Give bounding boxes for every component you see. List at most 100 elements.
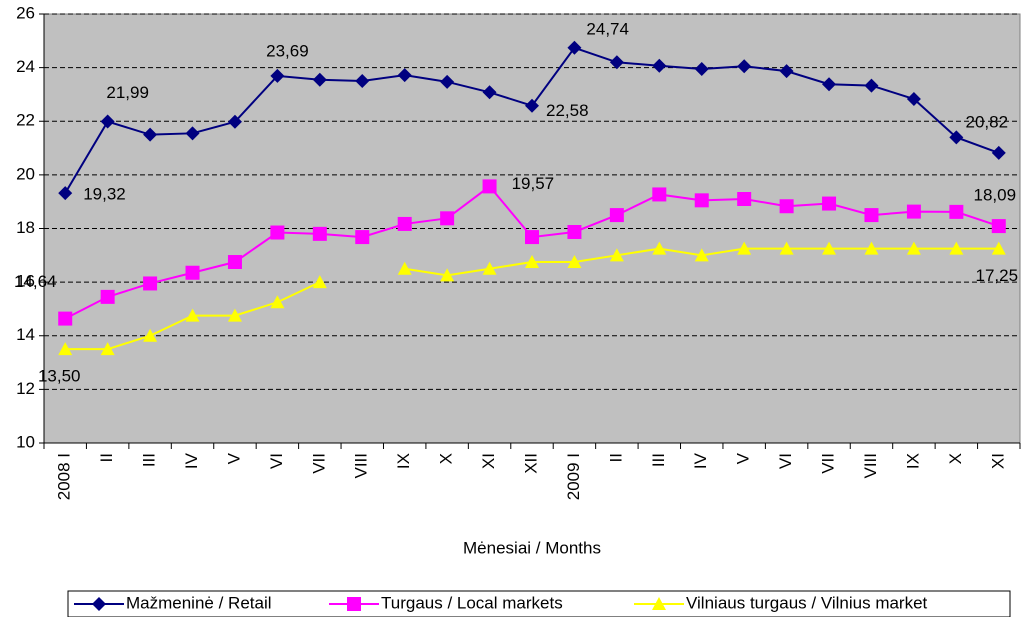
point-marker — [567, 255, 582, 269]
data-label: 18,09 — [974, 186, 1017, 205]
point-marker — [864, 208, 879, 223]
point-marker — [737, 59, 752, 74]
series: 14,64 19,57 18,09 — [14, 174, 1016, 326]
point-marker — [567, 40, 582, 55]
x-tick-label: VIII — [861, 453, 880, 479]
x-tick-label: XII — [521, 453, 540, 474]
point-marker — [822, 77, 837, 92]
point-marker — [440, 74, 455, 89]
point-marker — [822, 196, 837, 211]
point-marker — [864, 241, 879, 255]
data-label: 22,58 — [546, 101, 589, 120]
data-label: 14,64 — [14, 272, 57, 291]
point-marker — [609, 55, 624, 70]
point-marker — [991, 145, 1006, 160]
point-marker — [270, 68, 285, 83]
point-marker — [525, 230, 539, 245]
point-marker — [185, 308, 200, 322]
point-marker — [227, 114, 242, 129]
point-marker — [185, 265, 200, 280]
point-marker — [652, 187, 667, 202]
point-marker — [949, 241, 964, 255]
point-marker — [737, 241, 752, 255]
legend-marker — [652, 597, 666, 610]
y-tick-label: 12 — [16, 379, 35, 398]
x-tick-label: VI — [776, 453, 795, 469]
point-marker — [694, 248, 709, 262]
point-marker — [58, 311, 73, 326]
point-marker — [906, 91, 921, 106]
point-marker — [567, 224, 582, 239]
point-marker — [525, 98, 539, 113]
point-marker — [906, 241, 921, 255]
point-marker — [58, 186, 73, 201]
data-label: 23,69 — [266, 41, 309, 60]
x-tick-label: III — [140, 453, 159, 467]
y-tick-label: 14 — [16, 325, 35, 344]
x-tick-label: XI — [479, 453, 498, 469]
x-tick-label: IX — [903, 453, 922, 469]
x-axis-label: Mėnesiai / Months — [463, 538, 601, 557]
point-marker — [270, 225, 285, 240]
point-marker — [440, 268, 455, 282]
point-marker — [779, 241, 794, 255]
point-marker — [397, 261, 412, 275]
point-marker — [694, 61, 709, 76]
y-tick-label: 10 — [16, 432, 35, 451]
point-marker — [609, 208, 624, 223]
data-label: 17,25 — [976, 266, 1019, 285]
point-marker — [227, 255, 242, 270]
legend-box — [67, 590, 1011, 617]
x-tick-label: VII — [309, 453, 328, 474]
point-marker — [312, 72, 327, 87]
x-tick-label: 2009 I — [564, 453, 583, 500]
point-marker — [397, 216, 412, 231]
data-label: 20,82 — [966, 112, 1009, 131]
x-tick-label: II — [606, 453, 625, 462]
point-marker — [100, 289, 115, 304]
data-label: 13,50 — [38, 367, 81, 386]
point-marker — [397, 68, 412, 83]
data-label: 24,74 — [586, 19, 629, 38]
x-tick-label: 2008 I — [55, 453, 74, 500]
point-marker — [312, 275, 327, 289]
point-marker — [270, 295, 285, 309]
point-marker — [949, 204, 964, 219]
x-tick-label: VI — [267, 453, 286, 469]
point-marker — [143, 127, 158, 142]
x-tick-label: X — [946, 453, 965, 464]
point-marker — [440, 211, 455, 226]
data-label: 21,99 — [106, 83, 149, 102]
data-label: 19,32 — [83, 185, 126, 204]
point-marker — [185, 126, 200, 141]
point-marker — [482, 261, 497, 275]
point-marker — [694, 193, 709, 208]
point-marker — [58, 342, 73, 356]
point-marker — [143, 276, 158, 291]
x-tick-label: V — [224, 452, 243, 464]
x-tick-label: III — [649, 453, 668, 467]
point-marker — [482, 179, 497, 194]
series: 13,50 17,25 — [38, 241, 1019, 386]
point-marker — [991, 241, 1006, 255]
point-marker — [737, 192, 752, 207]
x-tick-label: II — [97, 453, 116, 462]
y-tick-label: 22 — [16, 111, 35, 130]
point-marker — [227, 308, 242, 322]
point-marker — [991, 219, 1006, 234]
point-marker — [779, 64, 794, 79]
y-tick-label: 26 — [16, 3, 35, 22]
y-tick-label: 20 — [16, 164, 35, 183]
point-marker — [652, 241, 667, 255]
point-marker — [355, 74, 370, 89]
x-tick-label: X — [437, 453, 456, 464]
legend-label: Turgaus / Local markets — [381, 593, 563, 612]
point-marker — [949, 130, 964, 145]
point-marker — [652, 58, 667, 73]
x-tick-label: VII — [819, 453, 838, 474]
point-marker — [779, 199, 794, 214]
legend-label: Mažmeninė / Retail — [126, 593, 272, 612]
x-tick-label: IX — [394, 453, 413, 469]
point-marker — [143, 328, 158, 342]
